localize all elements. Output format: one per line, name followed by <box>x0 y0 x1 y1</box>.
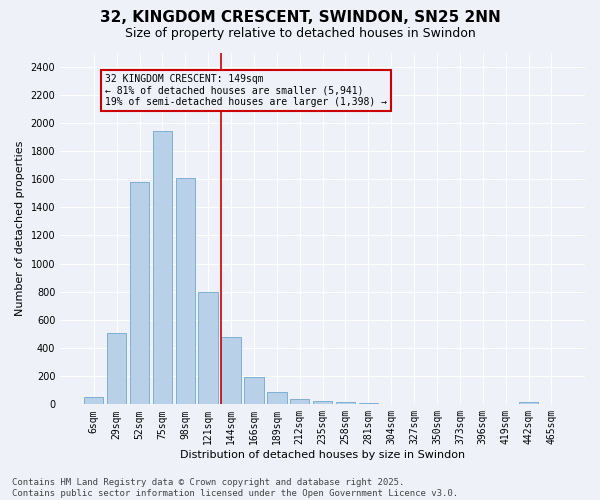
Bar <box>336 402 355 404</box>
Bar <box>359 403 378 404</box>
Bar <box>221 337 241 404</box>
Bar <box>267 392 287 404</box>
Bar <box>130 182 149 404</box>
Bar <box>290 399 310 404</box>
Bar <box>176 178 195 404</box>
Bar <box>199 292 218 405</box>
Bar <box>244 377 263 404</box>
Bar <box>519 402 538 404</box>
Text: Contains HM Land Registry data © Crown copyright and database right 2025.
Contai: Contains HM Land Registry data © Crown c… <box>12 478 458 498</box>
Bar <box>84 396 103 404</box>
Text: 32, KINGDOM CRESCENT, SWINDON, SN25 2NN: 32, KINGDOM CRESCENT, SWINDON, SN25 2NN <box>100 10 500 25</box>
Y-axis label: Number of detached properties: Number of detached properties <box>15 140 25 316</box>
X-axis label: Distribution of detached houses by size in Swindon: Distribution of detached houses by size … <box>180 450 465 460</box>
Text: Size of property relative to detached houses in Swindon: Size of property relative to detached ho… <box>125 28 475 40</box>
Bar <box>313 401 332 404</box>
Bar <box>107 332 127 404</box>
Bar <box>152 132 172 404</box>
Text: 32 KINGDOM CRESCENT: 149sqm
← 81% of detached houses are smaller (5,941)
19% of : 32 KINGDOM CRESCENT: 149sqm ← 81% of det… <box>105 74 387 107</box>
